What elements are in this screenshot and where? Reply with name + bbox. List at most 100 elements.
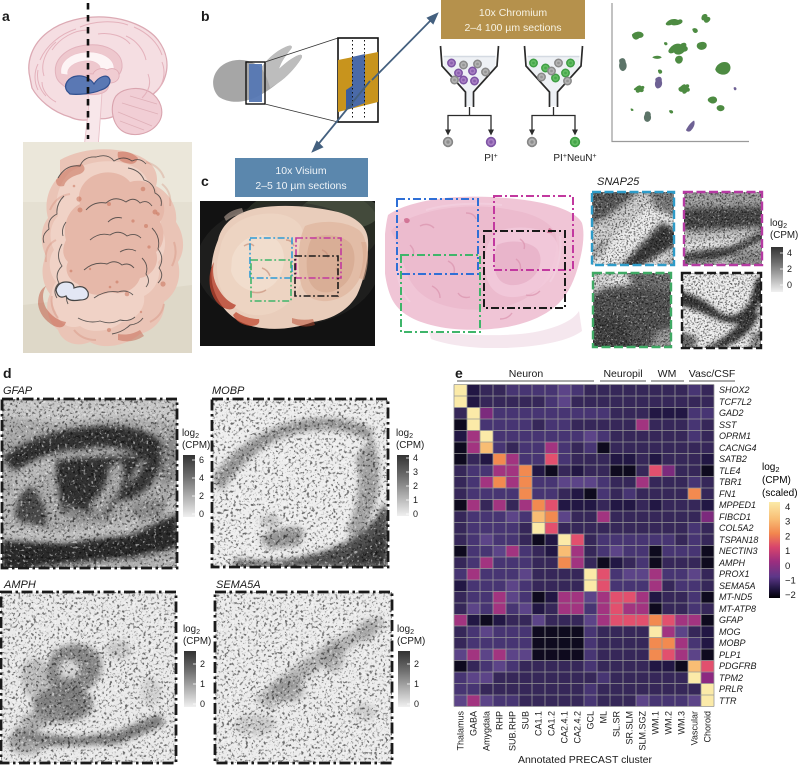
svg-text:0: 0 [787, 280, 792, 290]
svg-text:Neuropil: Neuropil [603, 368, 642, 380]
svg-text:CA1.1: CA1.1 [534, 711, 544, 736]
svg-text:PDGFRB: PDGFRB [719, 661, 757, 671]
svg-text:log2: log2 [770, 218, 787, 230]
svg-text:TSPAN18: TSPAN18 [719, 535, 758, 545]
svg-text:RHP: RHP [495, 711, 505, 730]
svg-text:(CPM): (CPM) [397, 636, 425, 647]
svg-text:Vasc/CSF: Vasc/CSF [689, 368, 735, 380]
svg-text:1: 1 [200, 679, 205, 689]
svg-text:(CPM): (CPM) [182, 440, 210, 451]
svg-text:(CPM): (CPM) [770, 230, 798, 241]
svg-text:a: a [2, 8, 10, 24]
svg-text:AMPH: AMPH [718, 558, 746, 568]
svg-text:2–4 100 µm sections: 2–4 100 µm sections [464, 22, 561, 34]
svg-text:NECTIN3: NECTIN3 [719, 546, 758, 556]
svg-text:(scaled): (scaled) [762, 488, 798, 499]
svg-text:−1: −1 [785, 576, 796, 587]
svg-text:MOG: MOG [719, 627, 741, 637]
svg-text:10x Visium: 10x Visium [275, 165, 326, 177]
svg-text:0: 0 [785, 561, 790, 572]
svg-text:TTR: TTR [719, 696, 737, 706]
svg-text:GAD2: GAD2 [719, 408, 744, 418]
svg-text:SST: SST [719, 420, 738, 430]
svg-text:PRLR: PRLR [719, 684, 744, 694]
svg-text:−2: −2 [785, 590, 796, 601]
svg-text:1: 1 [414, 679, 419, 689]
svg-text:3: 3 [785, 517, 790, 528]
svg-text:TPM2: TPM2 [719, 673, 743, 683]
svg-text:MOBP: MOBP [719, 638, 746, 648]
svg-text:b: b [201, 8, 210, 24]
svg-text:Thalamus: Thalamus [456, 711, 466, 751]
svg-text:log2: log2 [397, 624, 414, 636]
svg-text:(CPM): (CPM) [762, 475, 791, 486]
svg-text:CA1.2: CA1.2 [547, 711, 557, 736]
svg-text:2: 2 [413, 481, 418, 491]
svg-text:SLM.SGZ: SLM.SGZ [638, 711, 648, 751]
svg-text:SUB.RHP: SUB.RHP [508, 711, 518, 751]
svg-text:10x Chromium: 10x Chromium [479, 7, 548, 19]
svg-text:CA2.4.2: CA2.4.2 [573, 711, 583, 744]
svg-text:GCL: GCL [586, 711, 596, 730]
svg-text:1: 1 [413, 495, 418, 505]
svg-text:CACNG4: CACNG4 [719, 443, 757, 453]
svg-text:PLP1: PLP1 [719, 650, 741, 660]
svg-text:TCF7L2: TCF7L2 [719, 397, 752, 407]
svg-text:c: c [201, 173, 209, 189]
svg-text:CA2.4.1: CA2.4.1 [560, 711, 570, 744]
svg-text:AMPH: AMPH [3, 579, 36, 591]
svg-text:GFAP: GFAP [719, 615, 743, 625]
svg-text:4: 4 [785, 502, 790, 513]
svg-text:0: 0 [413, 509, 418, 519]
svg-text:PROX1: PROX1 [719, 569, 750, 579]
svg-text:Annotated PRECAST cluster: Annotated PRECAST cluster [518, 754, 653, 765]
svg-text:4: 4 [413, 453, 418, 463]
svg-text:WM.1: WM.1 [651, 711, 661, 735]
svg-text:3: 3 [413, 467, 418, 477]
svg-text:log2: log2 [396, 428, 413, 440]
svg-text:WM: WM [658, 368, 677, 380]
svg-text:SATB2: SATB2 [719, 454, 747, 464]
svg-text:MPPED1: MPPED1 [719, 500, 756, 510]
svg-text:0: 0 [414, 699, 419, 709]
svg-text:e: e [455, 365, 463, 381]
svg-text:GFAP: GFAP [3, 385, 33, 397]
svg-text:Neuron: Neuron [509, 368, 544, 380]
svg-text:4: 4 [199, 473, 204, 483]
svg-text:MOBP: MOBP [212, 385, 245, 397]
svg-text:MT-ATP8: MT-ATP8 [719, 604, 756, 614]
svg-text:2: 2 [199, 491, 204, 501]
svg-text:2: 2 [785, 531, 790, 542]
svg-text:SUB: SUB [521, 711, 531, 730]
svg-text:ML: ML [599, 711, 609, 724]
svg-text:log2: log2 [762, 462, 780, 474]
svg-text:SNAP25: SNAP25 [597, 176, 640, 188]
svg-text:FN1: FN1 [719, 489, 736, 499]
svg-text:(CPM): (CPM) [396, 440, 424, 451]
svg-text:FIBCD1: FIBCD1 [719, 512, 751, 522]
svg-text:MT-ND5: MT-ND5 [719, 592, 753, 602]
svg-text:PI+NeuN+: PI+NeuN+ [553, 153, 596, 164]
svg-text:Vascular: Vascular [690, 711, 700, 745]
svg-text:SEMA5A: SEMA5A [719, 581, 756, 591]
svg-text:4: 4 [787, 248, 792, 258]
svg-text:(CPM): (CPM) [183, 636, 211, 647]
svg-text:d: d [3, 365, 12, 381]
svg-text:0: 0 [199, 509, 204, 519]
svg-text:OPRM1: OPRM1 [719, 431, 751, 441]
svg-text:Choroid: Choroid [703, 711, 713, 743]
svg-text:2: 2 [200, 659, 205, 669]
svg-text:6: 6 [199, 455, 204, 465]
svg-text:log2: log2 [183, 624, 200, 636]
svg-text:2: 2 [414, 659, 419, 669]
svg-text:Amygdala: Amygdala [482, 711, 492, 751]
svg-text:TLE4: TLE4 [719, 466, 741, 476]
svg-text:COL5A2: COL5A2 [719, 523, 754, 533]
svg-text:WM.3: WM.3 [677, 711, 687, 735]
svg-text:TBR1: TBR1 [719, 477, 742, 487]
svg-text:SR.SLM: SR.SLM [625, 711, 635, 745]
svg-text:1: 1 [785, 546, 790, 557]
svg-text:GABA: GABA [469, 711, 479, 736]
svg-text:SHOX2: SHOX2 [719, 385, 750, 395]
svg-text:PI+: PI+ [484, 153, 498, 164]
